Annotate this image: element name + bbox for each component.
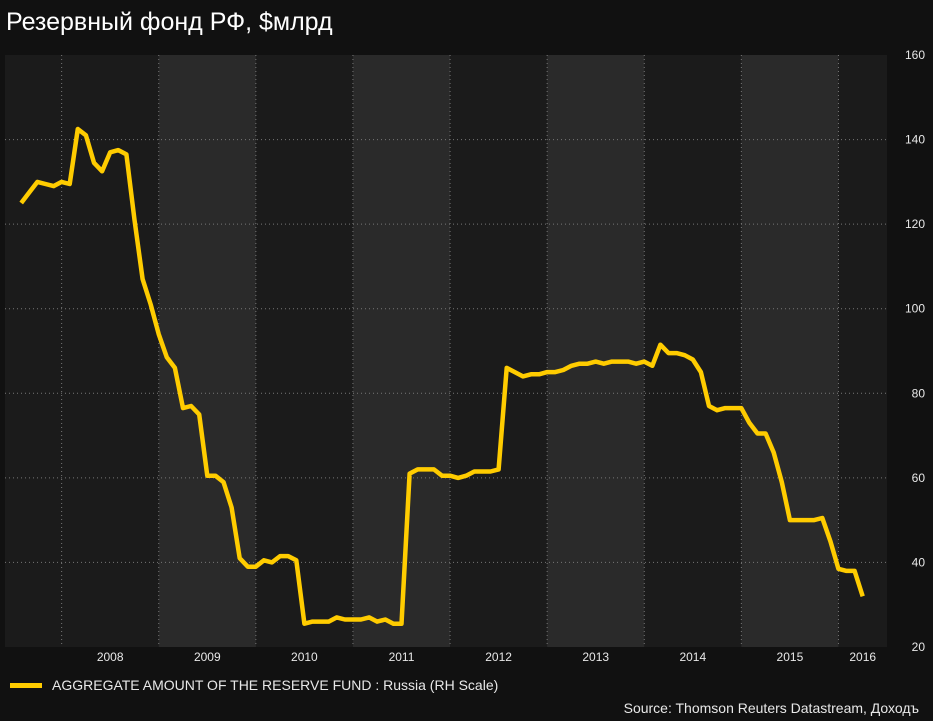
x-tick-label: 2014: [679, 650, 706, 664]
y-tick-label: 80: [912, 386, 926, 400]
chart-title: Резервный фонд РФ, $млрд: [6, 8, 333, 36]
year-band-2011: [352, 55, 451, 647]
y-tick-label: 60: [912, 471, 926, 485]
x-tick-label: 2009: [194, 650, 221, 664]
y-tick-label: 160: [905, 48, 925, 62]
year-band-2013: [547, 55, 645, 647]
x-tick-label: 2016: [849, 650, 876, 664]
legend-swatch: [10, 682, 42, 688]
legend-label: AGGREGATE AMOUNT OF THE RESERVE FUND : R…: [52, 677, 499, 693]
y-tick-label: 100: [905, 302, 925, 316]
y-tick-label: 120: [905, 217, 925, 231]
x-tick-label: 2012: [485, 650, 512, 664]
year-band-2015: [741, 55, 839, 647]
y-tick-label: 40: [912, 555, 926, 569]
x-tick-label: 2008: [97, 650, 124, 664]
x-tick-label: 2015: [777, 650, 804, 664]
x-tick-label: 2010: [291, 650, 318, 664]
x-tick-label: 2011: [389, 650, 415, 664]
source-note: Source: Thomson Reuters Datastream, Дохо…: [623, 700, 919, 716]
y-tick-label: 140: [905, 133, 925, 147]
series-line-reserve-fund: [19, 126, 865, 626]
y-tick-label: 20: [912, 640, 926, 654]
legend: AGGREGATE AMOUNT OF THE RESERVE FUND : R…: [10, 677, 498, 693]
x-tick-label: 2013: [582, 650, 609, 664]
